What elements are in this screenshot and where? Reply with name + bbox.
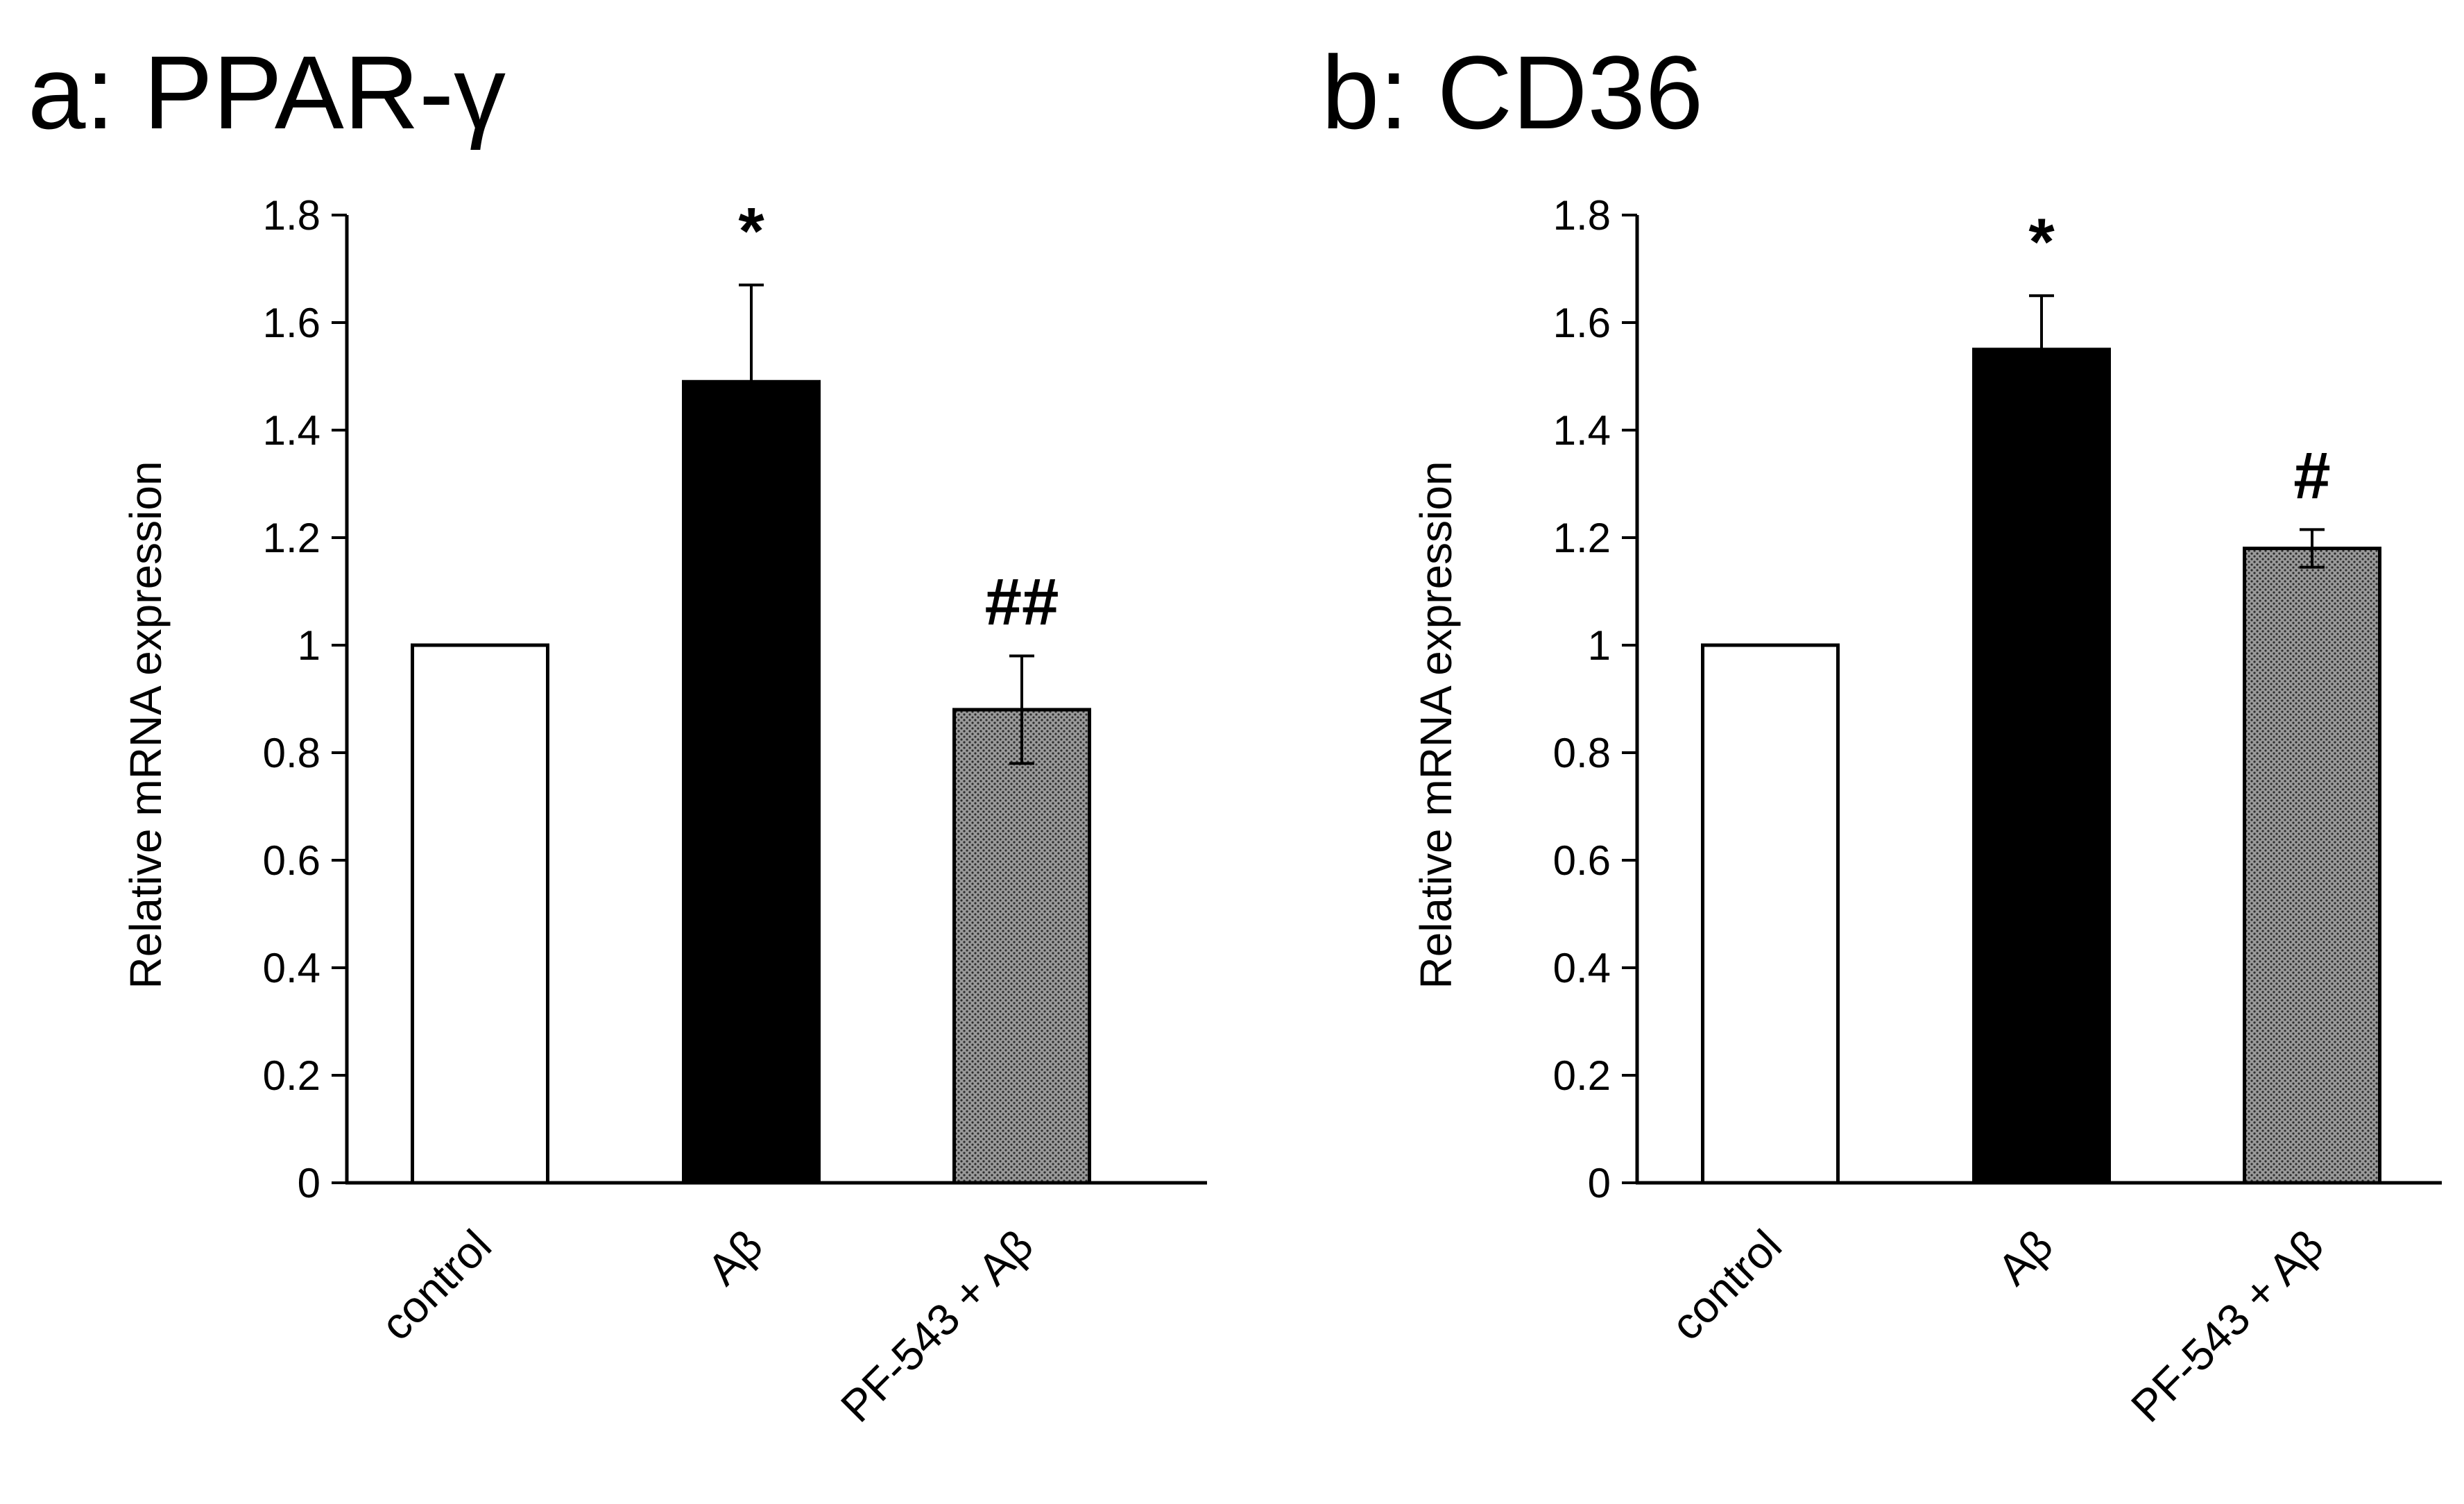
bar-2 [2243,547,2381,1185]
category-labels: control Aβ PF-543 + Aβ [1661,1220,2333,1432]
category-labels: control Aβ PF-543 + Aβ [371,1220,1043,1432]
chart-panel-b: b: CD36 Relative mRNA expression 0 0.2 0.4… [1321,34,2442,1432]
y-tick-label: 1.4 [263,407,320,454]
significance-marker: * [2028,205,2055,279]
y-tick-label: 1.6 [263,300,320,346]
x-category-label: PF-543 + Aβ [2121,1220,2333,1432]
y-axis-label: Relative mRNA expression [1411,461,1461,989]
significance-marker: * [738,194,764,268]
x-category-label: Aβ [698,1220,772,1294]
axes [1635,215,2442,1185]
bar-0 [1701,643,1840,1185]
y-tick-label: 0.8 [1553,730,1611,776]
x-category-label: PF-543 + Aβ [831,1220,1043,1432]
y-tick-label: 1 [1588,622,1611,669]
y-axis-label: Relative mRNA expression [121,461,171,989]
y-tick-label: 1.2 [1553,515,1611,561]
y-tick-label: 0.4 [263,945,320,991]
y-tick-label: 0.4 [1553,945,1611,991]
significance-marker: ## [985,565,1059,640]
y-tick-label: 1.8 [1553,192,1611,239]
y-ticks: 0 0.2 0.4 0.6 0.8 1 1.2 1.4 1.6 1.8 [1553,192,1637,1206]
x-category-label: control [371,1220,501,1350]
bars: * ## [411,194,1091,1185]
y-tick-label: 0 [298,1160,320,1206]
y-tick-label: 0.2 [263,1052,320,1099]
y-tick-label: 1 [298,622,320,669]
y-tick-label: 1.6 [1553,300,1611,346]
y-tick-label: 1.4 [1553,407,1611,454]
y-tick-label: 0.2 [1553,1052,1611,1099]
bars: *# [1701,205,2381,1185]
bar-1 [682,379,821,1185]
y-tick-label: 1.2 [263,515,320,561]
x-category-label: Aβ [1988,1220,2062,1294]
y-ticks: 0 0.2 0.4 0.6 0.8 1 1.2 1.4 1.6 1.8 [263,192,347,1206]
y-tick-label: 0.8 [263,730,320,776]
y-tick-label: 0.6 [263,837,320,884]
y-tick-label: 0 [1588,1160,1611,1206]
x-category-label: control [1661,1220,1791,1350]
chart-panel-a: a: PPAR-γ Relative mRNA expression 00.20… [28,34,1207,1432]
significance-marker: # [2293,438,2330,513]
axes [345,215,1207,1185]
bar-0 [411,643,549,1185]
y-tick-label: 0.6 [1553,837,1611,884]
bar-1 [1972,348,2111,1185]
y-tick-label: 1.8 [263,192,320,239]
chart-title: b: CD36 [1321,34,1703,151]
chart-title: a: PPAR-γ [28,34,506,151]
bar-2 [952,708,1091,1185]
